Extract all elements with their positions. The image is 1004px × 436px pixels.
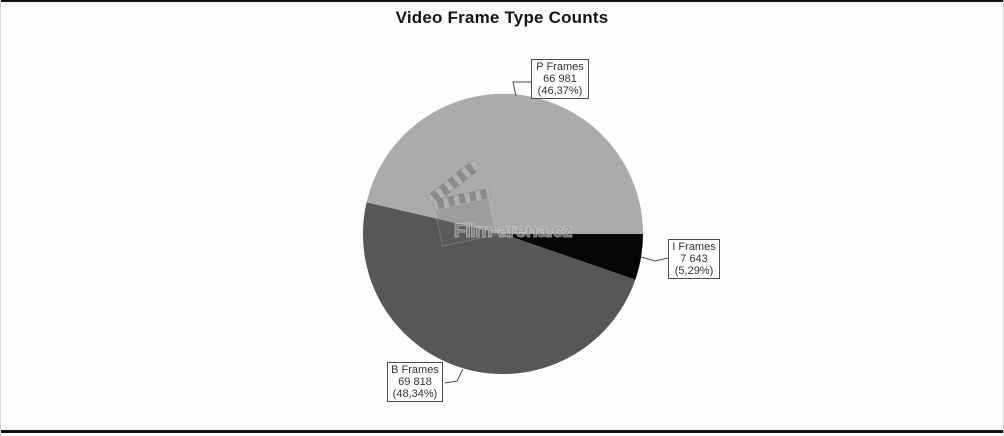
slice-label: B Frames <box>391 364 439 376</box>
clapperboard-icon <box>426 158 497 247</box>
frame-border-left <box>0 0 1 436</box>
slice-value: 69 818 <box>398 376 432 388</box>
callout-i-frames: I Frames 7 643 (5,29%) <box>668 239 720 279</box>
slice-value: 66 981 <box>543 73 577 85</box>
slice-percent: (5,29%) <box>674 265 714 277</box>
callout-p-frames: P Frames 66 981 (46,37%) <box>531 59 589 99</box>
frame-border-top <box>0 0 1004 2</box>
callout-b-frames: B Frames 69 818 (48,34%) <box>387 362 443 402</box>
slice-value: 7 643 <box>680 253 708 265</box>
chart-title: Video Frame Type Counts <box>395 8 609 27</box>
leader-line-b-frames <box>444 368 464 384</box>
watermark-text: Film-arena.cz <box>454 220 573 242</box>
slice-percent: (46,37%) <box>537 85 583 97</box>
frame-border-bottom <box>0 430 1004 433</box>
pie-slice-p-frames <box>366 93 644 234</box>
pie-slice-i-frames <box>503 234 643 280</box>
slice-label: P Frames <box>536 61 584 73</box>
leader-line-p-frames <box>512 81 531 97</box>
slice-label: I Frames <box>672 241 716 253</box>
pie-slice-b-frames <box>362 202 636 375</box>
slice-percent: (48,34%) <box>392 388 438 400</box>
leader-line-i-frames <box>640 256 669 262</box>
pie-slices <box>362 93 644 375</box>
